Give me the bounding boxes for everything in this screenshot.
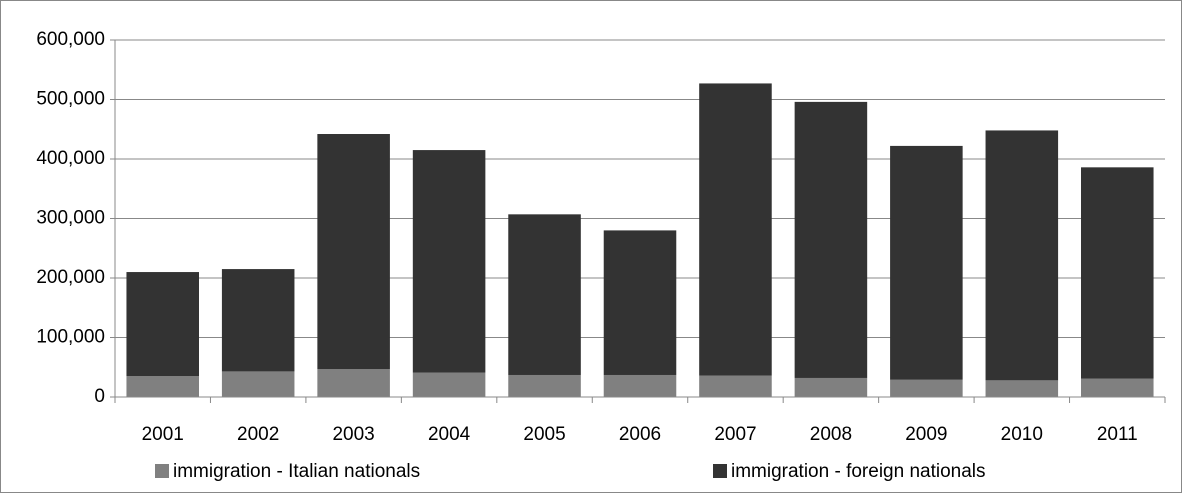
- bar-segment: [508, 214, 581, 375]
- bar-segment: [412, 150, 486, 373]
- bar-segment: [699, 83, 772, 376]
- bar-segment: [317, 134, 390, 370]
- bar-segment: [221, 371, 295, 397]
- bar-segment: [221, 269, 295, 372]
- bar-segment: [126, 376, 199, 397]
- x-tick-label: 2002: [237, 424, 279, 445]
- x-tick-label: 2006: [619, 424, 661, 445]
- bar-segment: [794, 101, 868, 378]
- y-tick-label: 300,000: [36, 208, 105, 229]
- bar-segment: [890, 145, 963, 380]
- x-tick-label: 2005: [523, 424, 565, 445]
- y-tick-label: 400,000: [36, 148, 105, 169]
- bar-segment: [126, 272, 199, 377]
- bar-segment: [603, 374, 677, 397]
- x-tick-label: 2007: [714, 424, 756, 445]
- y-tick-label: 0: [94, 386, 105, 407]
- legend-label: immigration - Italian nationals: [173, 461, 420, 482]
- y-tick-label: 600,000: [36, 29, 105, 50]
- x-tick-label: 2011: [1097, 424, 1138, 445]
- bar-segment: [603, 230, 677, 375]
- bar-segment: [985, 130, 1059, 381]
- x-tick-label: 2010: [1001, 424, 1043, 445]
- bar-segment: [508, 374, 581, 397]
- x-tick-label: 2003: [332, 424, 374, 445]
- bar-segment: [985, 380, 1059, 397]
- legend-swatch: [155, 464, 169, 478]
- bar-segment: [890, 379, 963, 397]
- bar-segment: [317, 369, 390, 397]
- legend-label: immigration - foreign nationals: [731, 461, 986, 482]
- legend-swatch: [713, 464, 727, 478]
- x-tick-label: 2009: [905, 424, 947, 445]
- bar-segment: [412, 372, 486, 397]
- bar-segment: [794, 377, 868, 397]
- bar-segment: [1081, 167, 1154, 379]
- bar-segment: [699, 375, 772, 397]
- y-tick-label: 100,000: [36, 327, 105, 348]
- x-tick-label: 2001: [142, 424, 184, 445]
- x-tick-label: 2004: [428, 424, 471, 445]
- y-tick-label: 500,000: [36, 89, 105, 110]
- bar-segment: [1081, 378, 1154, 397]
- x-tick-label: 2008: [810, 424, 852, 445]
- y-tick-label: 200,000: [36, 267, 105, 288]
